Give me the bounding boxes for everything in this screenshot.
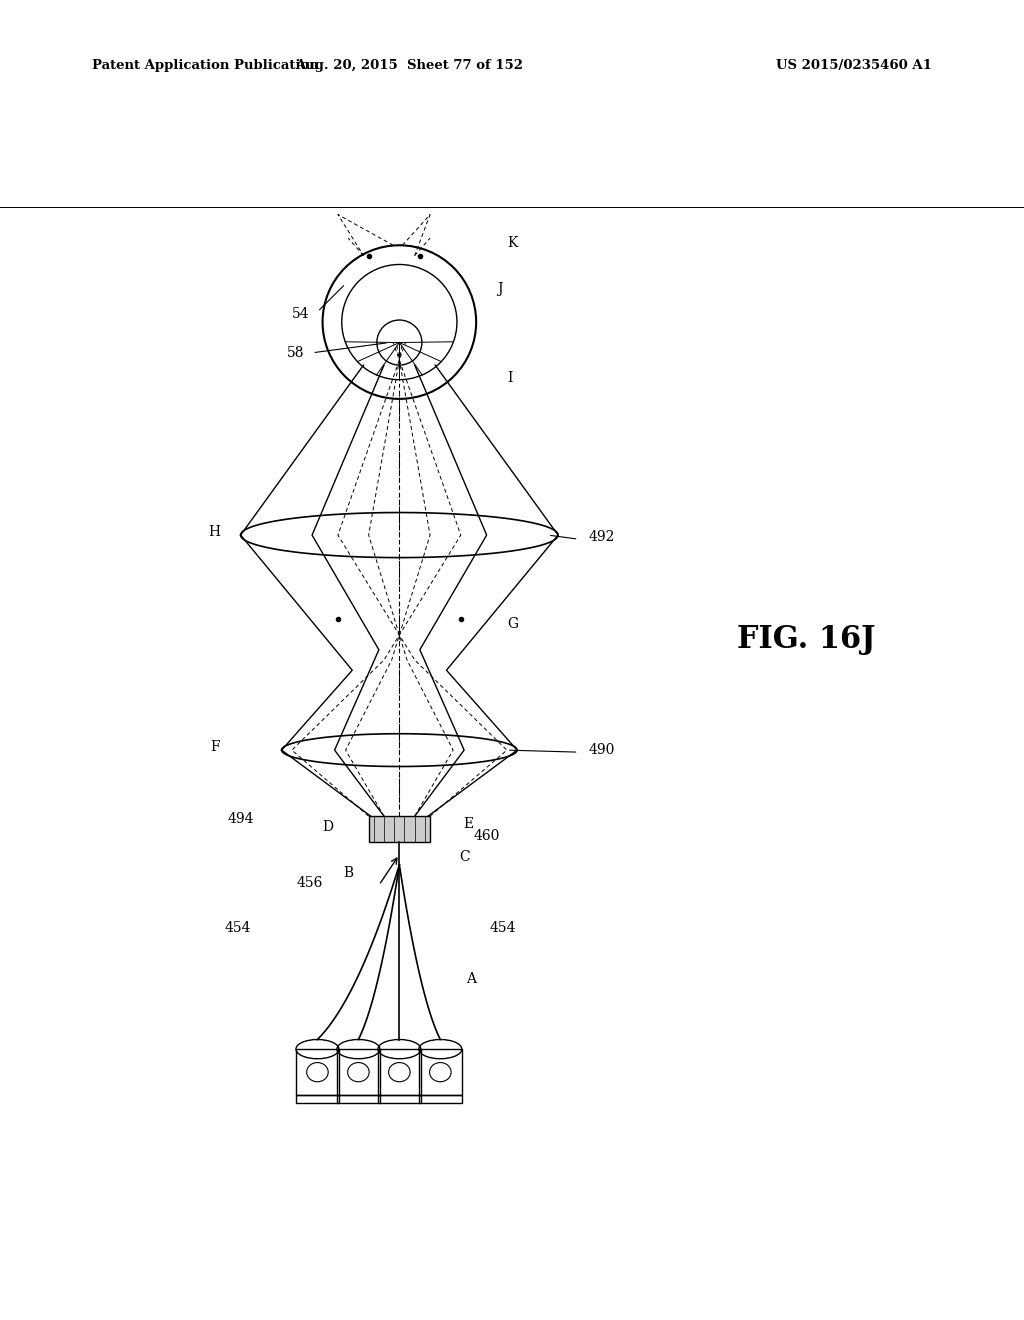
Text: E: E [463, 817, 473, 830]
Text: A: A [466, 973, 476, 986]
Text: 454: 454 [224, 921, 251, 936]
Bar [337, 1096, 380, 1104]
Bar [296, 1049, 339, 1096]
Text: 490: 490 [589, 743, 615, 758]
Text: H: H [208, 525, 220, 539]
Bar [419, 1096, 462, 1104]
Text: US 2015/0235460 A1: US 2015/0235460 A1 [776, 59, 932, 73]
Text: 492: 492 [589, 531, 615, 544]
Text: F: F [211, 741, 220, 754]
Bar [378, 1049, 421, 1096]
Bar [369, 816, 430, 842]
Text: B: B [343, 866, 353, 880]
Text: 58: 58 [287, 346, 304, 360]
Bar [419, 1049, 462, 1096]
Bar [337, 1049, 380, 1096]
Text: Aug. 20, 2015  Sheet 77 of 152: Aug. 20, 2015 Sheet 77 of 152 [296, 59, 523, 73]
Text: 494: 494 [227, 812, 254, 826]
Text: K: K [507, 236, 517, 251]
Text: 54: 54 [292, 306, 309, 321]
Text: 454: 454 [489, 921, 516, 936]
Text: Patent Application Publication: Patent Application Publication [92, 59, 318, 73]
Text: 456: 456 [296, 876, 323, 890]
Text: G: G [507, 618, 518, 631]
Text: I: I [507, 371, 512, 385]
Text: C: C [459, 850, 469, 863]
Bar [378, 1096, 421, 1104]
Text: 460: 460 [473, 829, 500, 843]
Text: D: D [322, 820, 333, 834]
Text: FIG. 16J: FIG. 16J [737, 624, 876, 655]
Bar [296, 1096, 339, 1104]
Text: J: J [497, 282, 502, 296]
